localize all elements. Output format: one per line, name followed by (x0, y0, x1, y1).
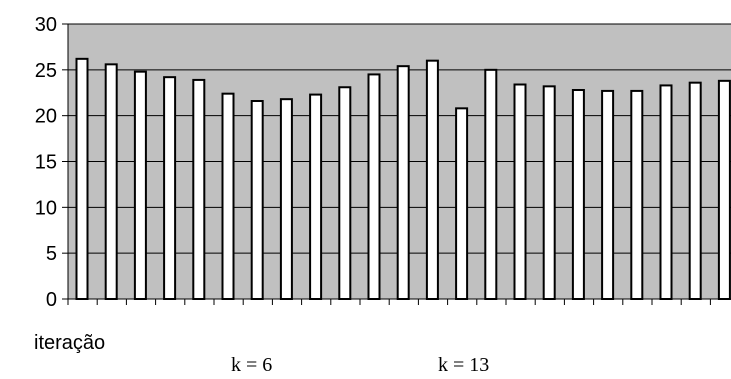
annotation-k13: k = 13 (438, 354, 489, 376)
bars (75, 57, 731, 301)
bar (484, 68, 498, 301)
y-axis-ticks (62, 23, 68, 300)
bar (513, 83, 527, 300)
y-tick-label: 25 (35, 60, 57, 82)
bar (455, 107, 469, 301)
y-axis-tick-labels: 0 5 10 15 20 25 30 (35, 14, 57, 311)
bar (425, 59, 439, 300)
y-tick-label: 0 (46, 289, 57, 311)
bar (717, 79, 731, 301)
bar (133, 70, 147, 300)
y-tick-label: 30 (35, 14, 57, 36)
x-axis-ticks (67, 299, 711, 305)
y-tick-label: 5 (46, 243, 57, 265)
x-axis-label: iteração (34, 332, 105, 354)
bar (163, 76, 177, 300)
bar (571, 89, 585, 300)
bar (630, 89, 644, 300)
bar (367, 73, 381, 300)
bar (309, 93, 323, 301)
bar (396, 65, 410, 300)
bar (221, 92, 235, 300)
annotation-k6: k = 6 (231, 354, 272, 376)
bar (659, 84, 673, 300)
bar (542, 85, 556, 301)
bar (688, 81, 702, 300)
bar (338, 86, 352, 300)
bar (250, 100, 264, 300)
y-tick-label: 15 (35, 152, 57, 174)
bar (279, 98, 293, 300)
bar (75, 57, 89, 301)
bar (192, 78, 206, 300)
bar (601, 89, 615, 300)
bar (104, 63, 118, 301)
y-tick-label: 20 (35, 106, 57, 128)
y-tick-label: 10 (35, 197, 57, 219)
